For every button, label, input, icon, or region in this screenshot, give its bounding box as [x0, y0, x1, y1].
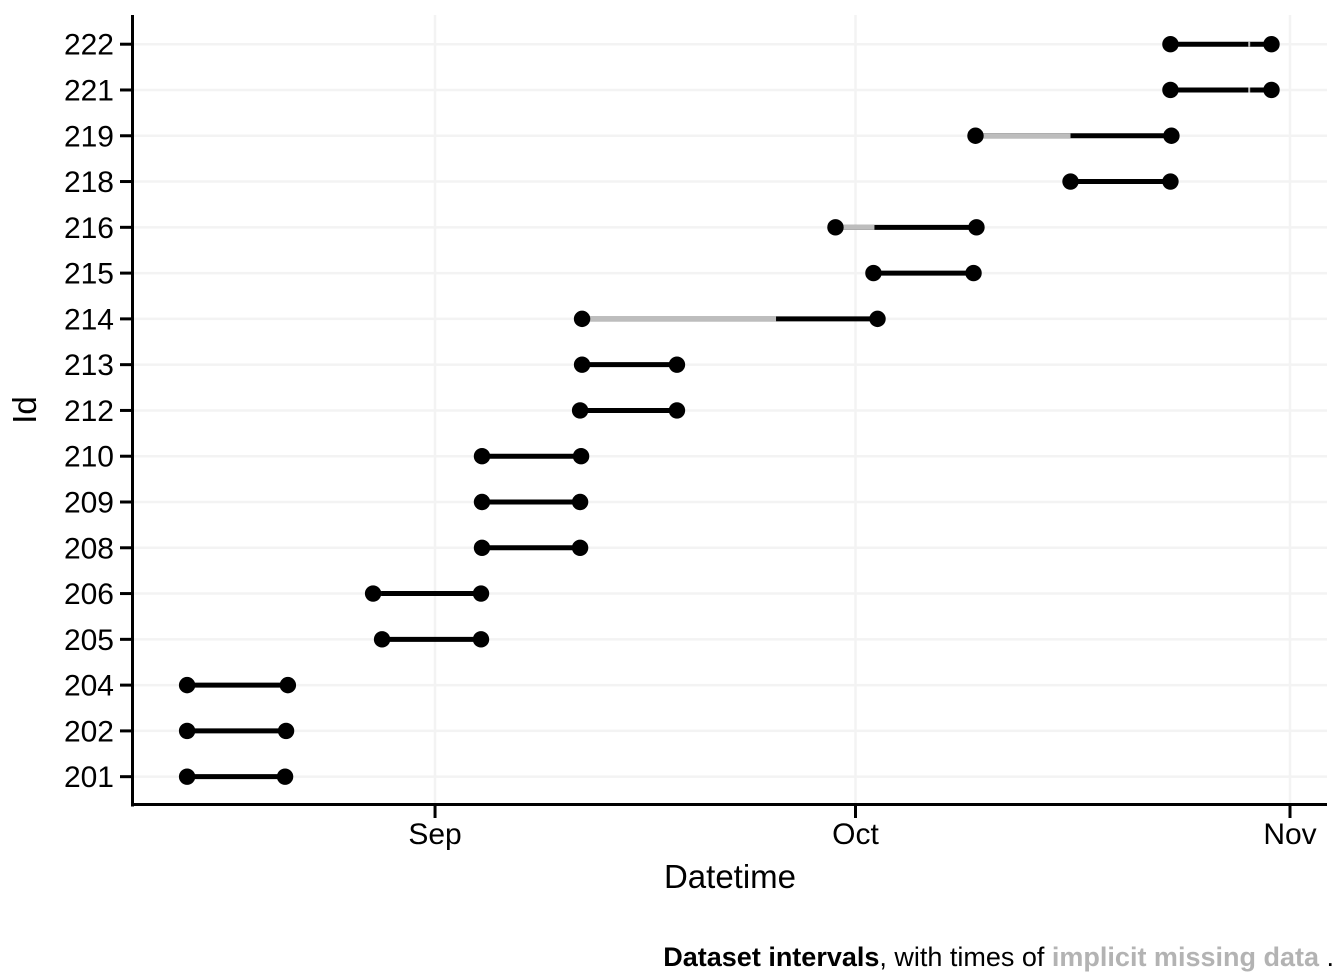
y-tick-label-215: 215 [64, 258, 114, 291]
interval-start-dot-213 [573, 356, 591, 373]
interval-end-dot-208 [571, 539, 589, 556]
grid-layer [133, 15, 1327, 805]
interval-start-dot-212 [571, 402, 589, 419]
x-tick-label-Oct: Oct [832, 818, 879, 851]
interval-start-dot-205 [373, 631, 391, 648]
interval-end-dot-216 [968, 219, 985, 236]
y-tick-label-212: 212 [64, 395, 114, 428]
interval-start-dot-202 [178, 722, 196, 740]
y-tick-label-216: 216 [64, 212, 114, 245]
y-tick-label-202: 202 [64, 715, 114, 748]
y-tick-label-208: 208 [64, 532, 114, 565]
y-tick-label-221: 221 [64, 74, 114, 107]
interval-end-dot-212 [668, 402, 686, 419]
interval-start-dot-204 [178, 676, 196, 694]
caption-middle-text: , with times of [879, 942, 1052, 972]
x-tick-label-Nov: Nov [1263, 818, 1316, 851]
caption-title: Dataset intervals [663, 942, 880, 972]
y-tick-label-204: 204 [64, 670, 114, 703]
interval-start-dot-206 [364, 585, 382, 602]
interval-start-dot-222 [1162, 36, 1179, 53]
interval-start-dot-208 [473, 539, 491, 556]
interval-end-dot-214 [869, 310, 886, 328]
y-tick-label-222: 222 [64, 29, 114, 62]
interval-start-dot-214 [573, 310, 591, 328]
y-tick-label-210: 210 [64, 441, 114, 474]
interval-start-dot-201 [178, 768, 196, 785]
axis-layer: 222 221 219 218 216 215 214 213 212 210 209 208 206 2… [64, 15, 1327, 851]
interval-end-dot-213 [668, 356, 686, 373]
x-tick-label-Sep: Sep [408, 818, 461, 851]
y-tick-label-206: 206 [64, 578, 114, 611]
interval-end-dot-218 [1162, 173, 1179, 190]
interval-end-dot-215 [965, 264, 982, 282]
interval-end-dot-201 [276, 768, 294, 785]
x-axis-title: Datetime [664, 858, 796, 895]
caption-period: . [1318, 942, 1334, 972]
interval-end-dot-219 [1163, 127, 1180, 144]
interval-end-dot-221 [1263, 81, 1280, 99]
y-tick-label-213: 213 [64, 349, 114, 382]
interval-end-dot-209 [571, 493, 589, 511]
y-tick-label-205: 205 [64, 624, 114, 657]
y-axis-title: Id [6, 396, 43, 424]
interval-end-dot-222 [1263, 36, 1280, 53]
interval-end-dot-206 [472, 585, 490, 602]
y-tick-label-214: 214 [64, 303, 114, 336]
interval-end-dot-210 [572, 448, 590, 465]
y-tick-label-201: 201 [64, 761, 114, 794]
interval-end-dot-205 [472, 631, 490, 648]
interval-start-dot-210 [473, 448, 491, 465]
interval-start-dot-209 [473, 493, 491, 511]
y-tick-label-218: 218 [64, 166, 114, 199]
interval-start-dot-215 [865, 264, 882, 282]
interval-start-dot-216 [827, 219, 844, 236]
interval-end-dot-202 [277, 722, 295, 740]
interval-end-dot-204 [279, 676, 297, 694]
chart-caption: Dataset intervals, with times of implici… [648, 906, 1334, 974]
interval-start-dot-218 [1062, 173, 1079, 190]
data-layer [178, 36, 1280, 785]
caption-missing-text: implicit missing data [1051, 942, 1319, 972]
y-tick-label-219: 219 [64, 120, 114, 153]
interval-start-dot-219 [967, 127, 984, 144]
y-tick-label-209: 209 [64, 487, 114, 520]
interval-start-dot-221 [1162, 81, 1179, 99]
